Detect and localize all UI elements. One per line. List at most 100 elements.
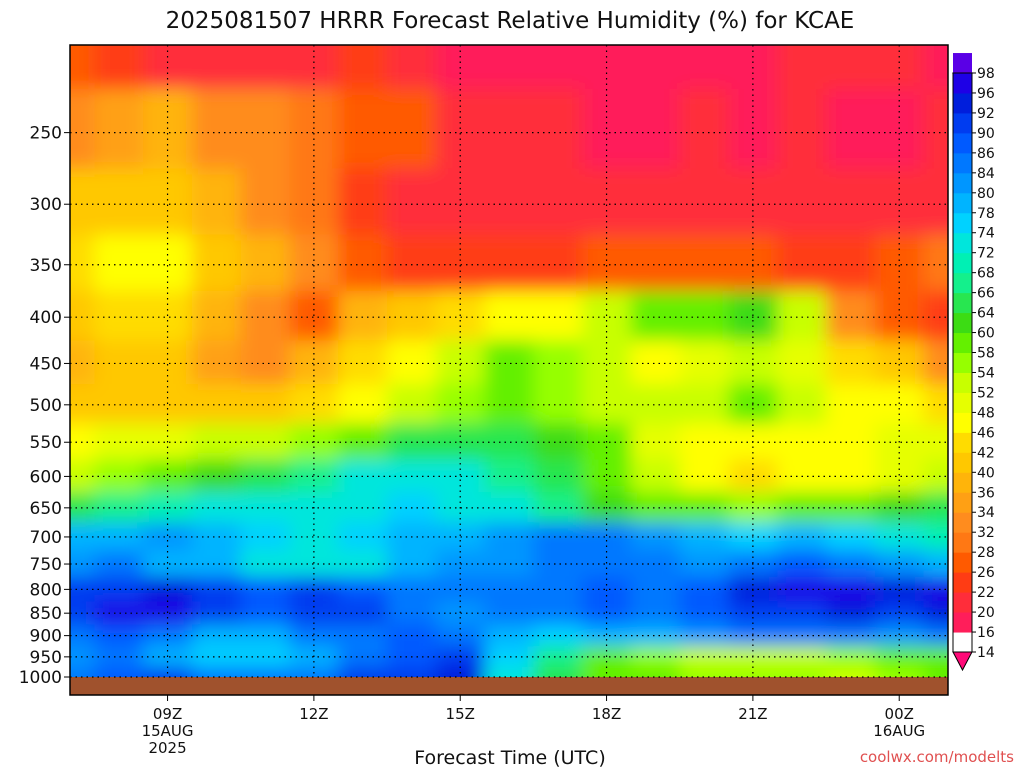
rh-cell [70,601,96,626]
colorbar-swatch [953,572,972,593]
rh-cell [240,646,291,668]
rh-cell [582,459,632,494]
rh-cell [582,601,632,626]
rh-cell [630,340,681,386]
rh-cell [826,624,876,648]
colorbar-label: 16 [977,625,995,641]
colorbar-label: 58 [977,346,995,362]
colorbar-label: 54 [977,365,995,381]
rh-cell [630,45,681,90]
rh-cell [533,666,584,677]
rh-cell [679,340,730,386]
rh-cell [70,492,96,524]
rh-cell [484,88,535,170]
rh-cell [484,384,535,425]
rh-cell [240,459,291,494]
colorbar-label: 72 [977,246,995,262]
rh-cell [923,45,948,90]
rh-cell [338,646,389,668]
colorbar-swatch [953,232,972,254]
rh-cell [777,234,828,292]
colorbar-swatch [953,472,972,493]
rh-cell [435,340,486,386]
rh-cell [679,550,730,578]
rh-cell [484,576,535,603]
rh-cell [777,340,828,386]
colorbar-label: 42 [977,445,995,461]
y-tick-label: 500 [30,396,62,416]
colorbar-swatch [953,92,972,114]
rh-cell [240,340,291,386]
rh-cell [289,168,340,236]
colorbar-label: 36 [977,485,995,501]
rh-cell [143,168,193,236]
colorbar-swatch [953,112,972,134]
rh-cell [728,340,779,386]
rh-cell [70,666,96,677]
colorbar-label: 64 [977,306,995,322]
rh-cell [191,601,242,626]
colorbar-label: 66 [977,286,995,302]
rh-cell [484,492,535,524]
y-tick-label: 850 [30,604,62,624]
colorbar-label: 90 [977,126,995,142]
colorbar-label: 40 [977,465,995,481]
rh-cell [777,168,828,236]
rh-cell [777,290,828,342]
rh-cell [191,550,242,578]
surface-ground-strip [70,677,948,695]
rh-cell [143,624,193,648]
rh-cell [338,459,389,494]
colorbar-swatch [953,392,972,413]
plot-frame [69,44,949,696]
x-tick-label: 00Z [885,705,914,723]
colorbar-swatch [953,212,972,234]
rh-cell [70,88,96,170]
colorbar-label: 96 [977,86,995,102]
rh-cell [679,666,730,677]
rh-cell [826,646,876,668]
rh-cell [923,666,948,677]
rh-cell [630,550,681,578]
rh-cell [679,522,730,552]
colorbar-frame [952,72,973,653]
rh-cell [630,459,681,494]
rh-cell [630,666,681,677]
rh-cell [191,492,242,524]
rh-cell [387,168,437,236]
rh-cell [70,550,96,578]
colorbar-label: 14 [977,645,995,661]
y-tick-label: 300 [30,195,62,215]
colorbar-label: 48 [977,405,995,421]
rh-cell [94,624,145,648]
x-tick-label: 18Z [592,705,621,723]
rh-cell [484,624,535,648]
rh-cell [191,234,242,292]
colorbar-label: 22 [977,585,995,601]
rh-cell [630,601,681,626]
rh-cell [923,522,948,552]
rh-cell [240,576,291,603]
rh-cell [679,384,730,425]
colorbar-swatch [953,312,972,334]
rh-cell [338,168,389,236]
rh-cell [582,646,632,668]
rh-cell [484,340,535,386]
colorbar-label: 52 [977,385,995,401]
colorbar-label: 46 [977,425,995,441]
colorbar-swatch [953,252,972,274]
rh-cell [679,624,730,648]
y-tick-label: 350 [30,256,62,276]
credit-link[interactable]: coolwx.com/modelts [860,748,1014,766]
colorbar-swatch [953,272,972,294]
rh-cell [484,290,535,342]
rh-cell [94,601,145,626]
rh-cell [191,290,242,342]
rh-cell [435,666,486,677]
rh-cell [874,666,925,677]
rh-cell [94,646,145,668]
colorbar-label: 86 [977,146,995,162]
colorbar-label: 78 [977,206,995,222]
rh-cell [533,459,584,494]
